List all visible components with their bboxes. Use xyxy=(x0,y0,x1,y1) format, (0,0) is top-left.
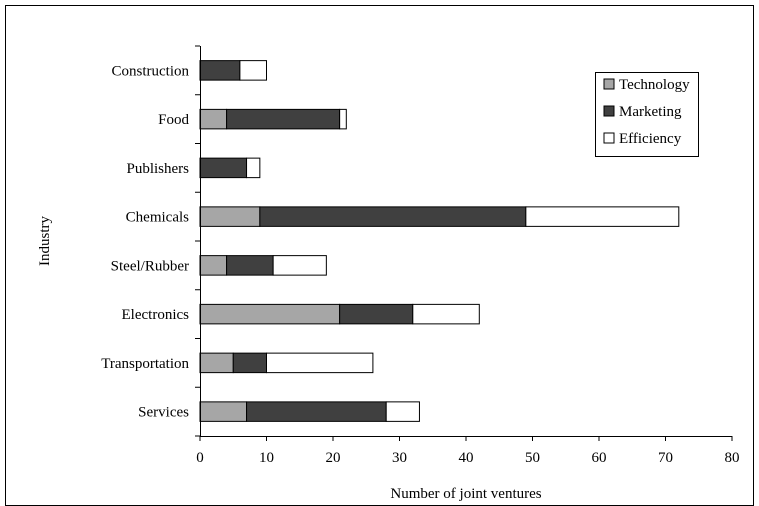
bar-marketing-steel-rubber xyxy=(226,255,274,276)
bar-marketing-construction xyxy=(199,60,241,81)
bar-efficiency-transportation xyxy=(266,352,374,374)
y-axis-title: Industry xyxy=(37,216,53,266)
x-tick-label: 0 xyxy=(196,450,204,466)
bar-marketing-chemicals xyxy=(259,206,527,227)
x-tick-label: 60 xyxy=(592,450,607,466)
bar-marketing-electronics xyxy=(339,303,414,325)
category-labels: Construction Food Publishers Chemicals Steel… xyxy=(101,63,189,420)
x-tick-label: 10 xyxy=(259,450,274,466)
category-label: Transportation xyxy=(101,356,189,372)
bar-marketing-publishers xyxy=(199,157,248,179)
bar-marketing-transportation xyxy=(232,352,267,374)
bar-efficiency-food xyxy=(339,108,347,130)
bar-technology-steel-rubber xyxy=(199,255,228,276)
bar-efficiency-construction xyxy=(239,60,267,81)
legend-label-technology: Technology xyxy=(619,77,690,93)
bar-marketing-services xyxy=(246,401,387,422)
category-label: Food xyxy=(158,112,189,128)
x-axis-title: Number of joint ventures xyxy=(390,486,541,502)
legend: Technology Marketing Efficiency xyxy=(595,72,699,157)
x-tick-label: 20 xyxy=(326,450,341,466)
x-tick-label: 80 xyxy=(725,450,740,466)
bar-efficiency-chemicals xyxy=(525,206,680,227)
x-tick-label: 50 xyxy=(525,450,540,466)
legend-label-efficiency: Efficiency xyxy=(619,131,682,147)
ticks-layer: 0 10 20 30 40 50 60 70 80 xyxy=(195,45,740,466)
category-label: Electronics xyxy=(122,307,190,323)
legend-label-marketing: Marketing xyxy=(619,104,682,120)
bar-technology-food xyxy=(199,108,228,130)
legend-swatch-technology xyxy=(603,78,615,90)
bar-efficiency-services xyxy=(385,401,420,422)
bar-efficiency-electronics xyxy=(412,303,480,325)
category-label: Chemicals xyxy=(126,210,189,226)
x-tick-label: 30 xyxy=(392,450,407,466)
bar-efficiency-publishers xyxy=(246,157,261,179)
legend-swatch-efficiency xyxy=(603,132,615,144)
category-label: Steel/Rubber xyxy=(111,258,189,274)
x-tick-label: 40 xyxy=(459,450,474,466)
bar-technology-electronics xyxy=(199,303,341,325)
legend-swatch-marketing xyxy=(603,105,615,117)
bar-technology-chemicals xyxy=(199,206,261,227)
bar-technology-transportation xyxy=(199,352,234,374)
category-label: Services xyxy=(138,405,189,421)
category-label: Publishers xyxy=(126,161,189,177)
bar-marketing-food xyxy=(226,108,341,130)
bar-technology-services xyxy=(199,401,248,422)
bar-efficiency-steel-rubber xyxy=(272,255,327,276)
x-tick-label: 70 xyxy=(658,450,673,466)
category-label: Construction xyxy=(112,63,190,79)
